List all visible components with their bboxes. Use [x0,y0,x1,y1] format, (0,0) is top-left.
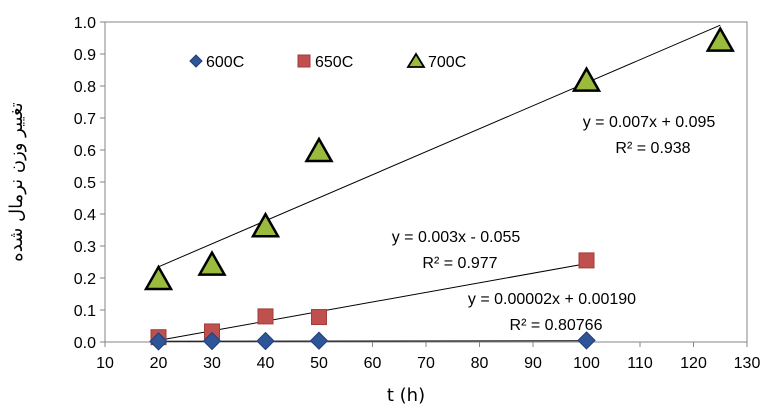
trendlines [158,24,721,342]
y-axis-title: تغییر وزن نرمال شده [6,102,27,261]
x-tick-label: 50 [310,355,328,372]
x-tick-label: 90 [524,355,542,372]
x-tick-label: 70 [417,355,435,372]
trendline-700C [158,24,721,268]
point-600C [149,332,168,351]
point-700C [571,66,602,92]
x-tick-label: 10 [96,355,114,372]
equation-label-650C: y = 0.003x - 0.055 [392,229,521,246]
legend-marker-600C [189,54,203,68]
x-tick-label: 60 [364,355,382,372]
point-650C [578,252,595,269]
y-tick-label: 0.7 [74,111,96,128]
x-tick-label: 110 [627,355,653,372]
point-600C [309,331,329,350]
r-squared-label-700C: R² = 0.938 [615,140,690,157]
plot-area-frame [104,21,748,343]
markers [143,26,735,351]
y-tick-label: 0.2 [74,271,96,288]
x-axis-title: t (h) [387,385,425,406]
equation-label-600C: y = 0.00002x + 0.00190 [468,291,636,308]
legend-marker-700C [406,52,426,68]
y-tick-label: 0.1 [74,303,96,320]
x-tick-label: 80 [471,355,489,372]
x-tick-label: 120 [680,355,707,372]
point-600C [256,331,275,351]
y-tick-label: 0.5 [74,175,96,192]
x-tick-label: 100 [573,355,600,372]
legend-marker-650C [297,54,311,68]
y-tick-label: 0.3 [74,239,96,256]
point-650C [311,309,327,326]
trendline-600C [158,340,587,342]
x-tick-label: 20 [150,355,168,372]
legend-label-650C: 650C [315,54,353,71]
point-600C [577,331,596,350]
legend-label-700C: 700C [428,54,466,71]
y-tick-label: 1.0 [74,15,96,32]
point-700C [250,211,281,238]
y-tick-label: 0.6 [74,143,96,160]
axes: 0.0 0.1 0.2 0.3 0.4 0.5 0.6 0.7 0.8 0.9 1.0 10 20 30 4… [74,15,761,372]
point-700C [197,250,227,276]
y-tick-label: 0.9 [74,47,96,64]
y-tick-label: 0.0 [74,335,96,352]
point-700C [705,26,735,52]
y-tick-label: 0.8 [74,79,96,96]
x-tick-label: 30 [203,355,221,372]
point-700C [143,264,174,291]
r-squared-label-600C: R² = 0.80766 [510,317,603,334]
point-650C [257,308,274,325]
legend: 600C 650C 700C [189,52,466,71]
annotations: y = 0.00002x + 0.00190 R² = 0.80766 y = 0.… [392,114,716,334]
trendline-650C [158,263,587,341]
x-tick-label: 40 [257,355,275,372]
point-700C [304,136,334,163]
y-tick-label: 0.4 [74,207,96,224]
point-600C [202,331,222,351]
legend-label-600C: 600C [206,54,244,71]
x-tick-label: 130 [734,355,761,372]
equation-label-700C: y = 0.007x + 0.095 [583,114,716,131]
r-squared-label-650C: R² = 0.977 [422,255,497,272]
